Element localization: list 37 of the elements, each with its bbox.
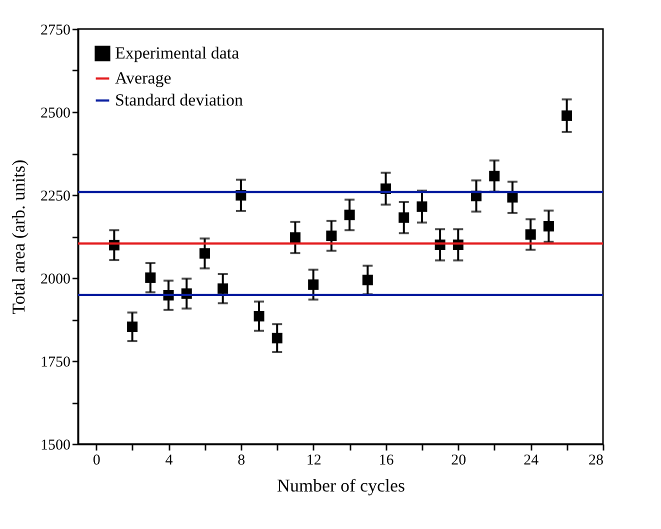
point — [145, 272, 156, 283]
point — [290, 232, 300, 243]
y-tick-label: 1750 — [40, 354, 70, 370]
point — [326, 230, 337, 242]
legend-label: Standard deviation — [115, 90, 244, 110]
x-tick-label: 12 — [306, 452, 322, 468]
point — [525, 229, 536, 240]
x-tick-label: 16 — [378, 452, 394, 468]
point — [199, 248, 210, 259]
x-tick-label: 20 — [451, 452, 466, 468]
point — [543, 220, 554, 232]
y-tick-label: 1500 — [40, 438, 70, 454]
point — [398, 212, 410, 223]
x-tick-label: 28 — [588, 452, 604, 468]
point — [489, 170, 500, 182]
point — [416, 201, 428, 212]
y-tick-label: 2250 — [40, 188, 70, 204]
x-tick-label: 4 — [165, 452, 174, 468]
legend-label: Average — [115, 68, 172, 88]
y-tick-label: 2750 — [40, 22, 70, 38]
point — [254, 310, 264, 322]
x-tick-label: 24 — [524, 452, 540, 468]
point — [272, 332, 282, 344]
point — [507, 192, 518, 203]
y-tick-label: 2500 — [40, 106, 70, 122]
point — [344, 210, 355, 220]
x-tick-label: 0 — [92, 452, 100, 468]
point — [362, 274, 373, 286]
y-axis-title: Total area (arb. units) — [8, 160, 28, 314]
point — [127, 322, 138, 332]
x-tick-label: 8 — [238, 452, 246, 468]
point — [308, 279, 319, 290]
x-axis-title: Number of cycles — [277, 476, 405, 496]
legend-label: Experimental data — [115, 44, 240, 62]
point — [218, 283, 228, 294]
y-tick-label: 2000 — [40, 272, 70, 288]
point — [562, 110, 572, 121]
